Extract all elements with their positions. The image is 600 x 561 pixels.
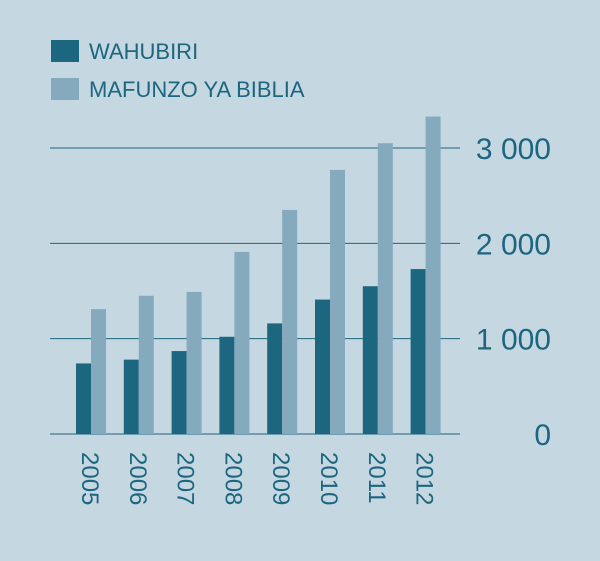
legend-label-mafunzo: MAFUNZO YA BIBLIA [89, 77, 305, 102]
bar-wahubiri [410, 269, 426, 434]
x-tick-label: 2009 [267, 452, 294, 505]
bar-wahubiri [171, 351, 187, 434]
bar-mafunzo [234, 251, 250, 434]
y-tick-label: 3 000 [476, 133, 551, 166]
y-tick-label: 1 000 [476, 324, 551, 357]
bar-wahubiri [362, 286, 378, 434]
legend: WAHUBIRI MAFUNZO YA BIBLIA [51, 39, 305, 102]
y-axis-ticks: 0 1 000 2 000 3 000 [476, 133, 551, 452]
bar-mafunzo [330, 169, 345, 434]
y-tick-label: 0 [534, 419, 551, 452]
x-tick-label: 2007 [172, 452, 199, 505]
bar-wahubiri [123, 359, 139, 434]
bar-mafunzo [138, 295, 154, 434]
bars [76, 116, 441, 434]
x-tick-label: 2012 [411, 452, 438, 505]
legend-swatch-wahubiri [51, 40, 79, 62]
bar-wahubiri [315, 299, 330, 434]
bar-mafunzo [377, 143, 393, 434]
bar-mafunzo [186, 291, 202, 434]
x-tick-label: 2005 [76, 452, 103, 505]
bar-mafunzo [425, 116, 441, 434]
x-tick-label: 2010 [315, 452, 342, 505]
x-tick-label: 2008 [219, 452, 246, 505]
x-tick-label: 2011 [363, 452, 390, 504]
legend-swatch-mafunzo [51, 78, 79, 100]
x-axis-ticks: 2005 2006 2007 2008 2009 2010 2011 2012 [76, 452, 438, 505]
gridlines [50, 147, 460, 435]
bar-wahubiri [267, 323, 283, 434]
bar-wahubiri [219, 336, 235, 434]
bar-mafunzo [282, 209, 298, 434]
legend-label-wahubiri: WAHUBIRI [89, 39, 198, 64]
x-tick-label: 2006 [124, 452, 151, 505]
bar-wahubiri [76, 363, 91, 434]
y-tick-label: 2 000 [476, 228, 551, 261]
bar-mafunzo [91, 309, 106, 434]
